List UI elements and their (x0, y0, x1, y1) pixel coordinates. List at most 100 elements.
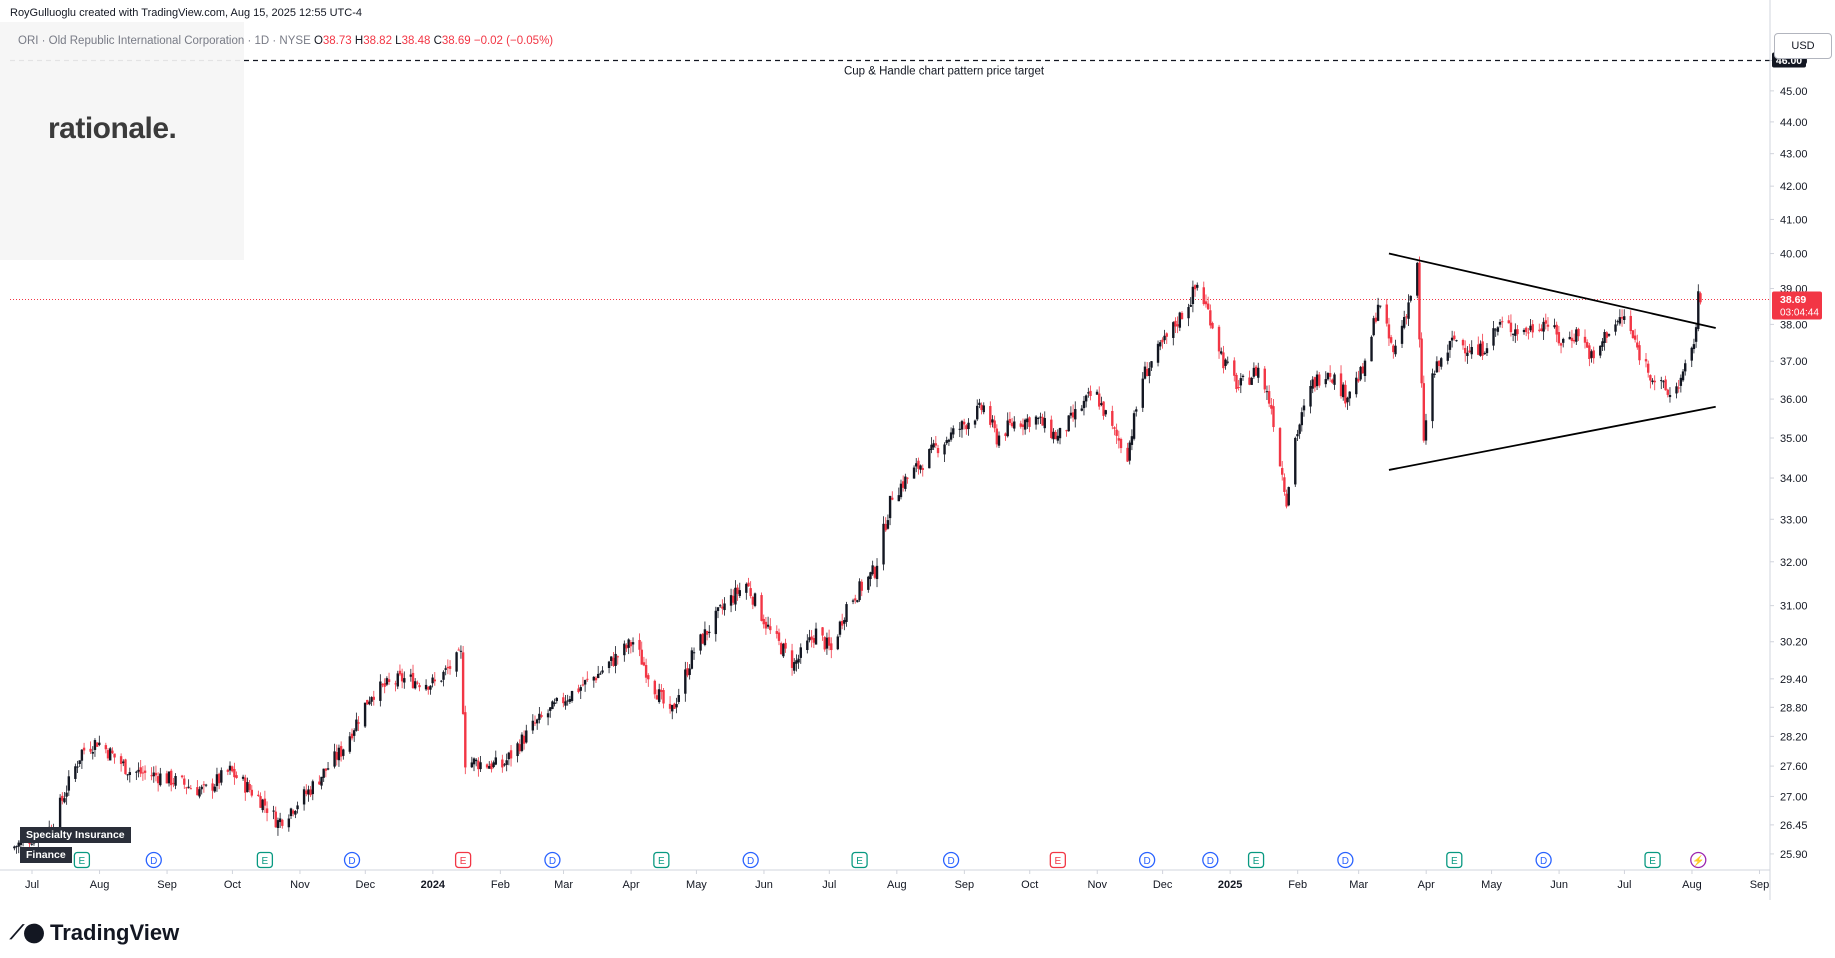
event-marker[interactable]: E (1644, 851, 1661, 869)
candle-body (775, 631, 779, 634)
candle-body (1455, 340, 1458, 342)
event-marker[interactable]: D (544, 851, 561, 869)
candle-body (891, 497, 894, 500)
candle-body (967, 422, 970, 430)
currency-button[interactable]: USD (1774, 33, 1832, 59)
candle-body (546, 713, 550, 718)
candle-body (477, 760, 480, 770)
event-marker[interactable]: E (256, 851, 274, 869)
candle-body (943, 444, 946, 455)
candle-body (858, 581, 861, 601)
candle-body (993, 420, 996, 429)
event-marker[interactable]: D (942, 851, 960, 869)
candle-body (1540, 328, 1543, 332)
candle-body (233, 768, 236, 778)
candle-body (973, 420, 977, 425)
candle-body (1117, 438, 1121, 441)
candle-body (653, 680, 657, 695)
candle-body (1080, 408, 1083, 411)
time-axis-label: Feb (491, 879, 510, 891)
industry-tag[interactable]: Finance (20, 847, 72, 863)
candle-body (594, 677, 598, 681)
candle-body (989, 406, 992, 425)
candle-body (1379, 305, 1382, 307)
event-marker[interactable]: E (1247, 851, 1265, 869)
candle-body (631, 642, 635, 645)
candle-body (1557, 332, 1561, 344)
candle-body (202, 784, 206, 786)
candle-body (764, 621, 768, 629)
event-marker[interactable]: E (1446, 851, 1463, 869)
event-marker[interactable]: D (742, 851, 759, 869)
event-marker[interactable]: E (73, 851, 91, 869)
candlestick-series (13, 256, 1702, 854)
candle-body (1470, 347, 1473, 355)
candle-body (1239, 378, 1243, 386)
event-marker[interactable]: D (343, 851, 361, 869)
candle-body (1084, 395, 1088, 402)
earnings-icon (851, 851, 868, 869)
candle-body (444, 668, 447, 670)
candle-body (1315, 374, 1319, 387)
candle-body (1450, 337, 1454, 341)
candle-body (1572, 339, 1576, 342)
candle-body (381, 684, 384, 686)
candle-body (945, 440, 948, 444)
candle-body (871, 565, 874, 575)
time-axis[interactable]: Jul Aug Sep Oct Nov Dec 2024 Feb Mar Apr May Jun Jul… (25, 870, 1769, 891)
candle-body (291, 810, 295, 814)
candle-body (875, 565, 879, 580)
candle-body (1056, 435, 1060, 441)
candle-body (1675, 386, 1678, 394)
event-marker[interactable]: ⚡ (1690, 851, 1707, 869)
candle-body (348, 736, 352, 752)
candle-body (640, 649, 643, 665)
price-axis[interactable]: 46.0045.0044.0043.0042.0041.0040.0039.00… (1770, 55, 1808, 861)
candle-body (599, 673, 602, 675)
event-marker[interactable]: E (1049, 851, 1066, 869)
candle-body (769, 626, 772, 631)
candle-body (1448, 341, 1452, 350)
candle-body (1174, 320, 1177, 327)
candle-body (856, 600, 859, 603)
event-marker[interactable]: D (1202, 851, 1219, 869)
candle-body (601, 670, 604, 673)
tradingview-logo[interactable]: ⟋⬤ TradingView (10, 920, 179, 946)
candle-body (732, 595, 735, 603)
event-marker[interactable]: E (454, 851, 472, 869)
candle-body (690, 650, 694, 669)
dividend-letter: D (1540, 856, 1547, 867)
candle-body (1248, 377, 1251, 385)
event-marker[interactable]: D (1138, 851, 1156, 869)
event-marker[interactable]: D (145, 851, 162, 869)
low-label: L (395, 35, 402, 47)
candle-body (455, 652, 458, 672)
price-axis-label: 32.00 (1780, 557, 1808, 569)
price-axis-label: 44.00 (1780, 117, 1808, 129)
candle-body (1302, 405, 1306, 411)
candle-body (533, 722, 537, 724)
sector-tag[interactable]: Specialty Insurance (20, 827, 131, 843)
candle-body (747, 582, 750, 587)
candle-body (1592, 350, 1595, 359)
candle-body (215, 774, 219, 786)
candle-body (1313, 377, 1317, 388)
event-marker[interactable]: D (1535, 851, 1552, 869)
candle-body (577, 688, 580, 693)
event-marker[interactable]: D (1337, 851, 1354, 869)
earnings-icon (256, 851, 274, 869)
candle-body (592, 676, 596, 681)
candle-body (978, 402, 981, 406)
candle-body (1267, 391, 1271, 404)
candle-body (427, 686, 430, 690)
event-marker[interactable]: E (653, 851, 670, 869)
candle-body (1069, 412, 1073, 416)
event-marker[interactable]: E (851, 851, 868, 869)
candle-body (1644, 359, 1648, 362)
candle-body (723, 603, 726, 611)
candle-body (677, 695, 680, 702)
triangle-lower-line (1388, 405, 1716, 471)
triangle-trendlines[interactable] (1388, 252, 1716, 471)
symbol-legend[interactable]: ORI · Old Republic International Corpora… (18, 35, 553, 47)
